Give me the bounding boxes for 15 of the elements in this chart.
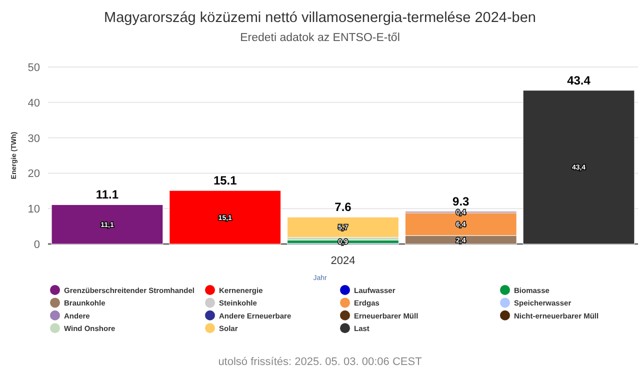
text: utolsó frissítés: 2025. 05. 03. 00:06 CEST (218, 356, 422, 368)
y-tick-label: 10 (28, 204, 40, 216)
total-label: 43.4 (567, 73, 591, 88)
y-tick-label: 0 (34, 239, 40, 251)
x-tick-label: 2024 (330, 255, 356, 267)
total-label: 15.1 (213, 174, 238, 188)
y-tick-label: 50 (28, 62, 40, 74)
total-label: 7.6 (334, 200, 352, 214)
total-label: 9.3 (452, 194, 470, 208)
y-tick-label: 30 (28, 132, 40, 145)
y-tick-label: 20 (28, 168, 40, 180)
chart-title: Magyarország közüzemi nettó villamosenergia-termelése 2024-ben (104, 10, 536, 26)
total-label: 11.1 (96, 188, 119, 202)
chart-subtitle: Eredeti adatok az ENTSO-E-től (240, 32, 400, 44)
y-tick-label: 40 (28, 97, 40, 110)
